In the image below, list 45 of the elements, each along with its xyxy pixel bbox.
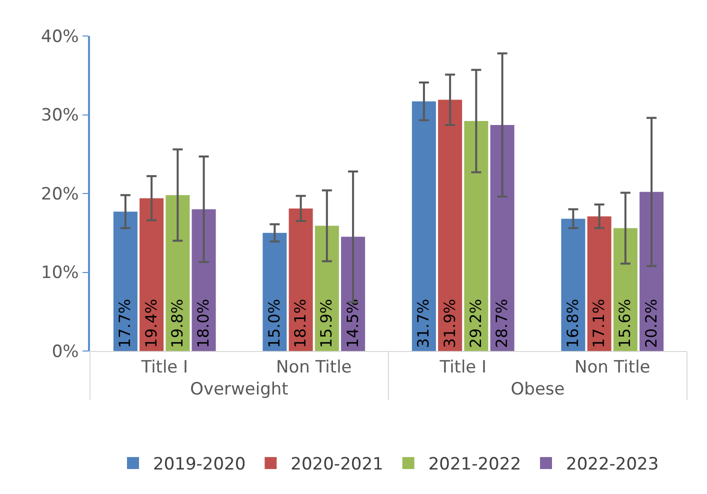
x-tick-label: Title I (140, 357, 188, 378)
data-label: 19.4% (142, 298, 160, 348)
data-label: 15.6% (616, 298, 634, 348)
bar (140, 198, 164, 351)
data-label: 31.9% (440, 298, 459, 348)
data-label: 17.7% (116, 298, 134, 348)
x-tick-label: Title I (438, 357, 487, 378)
bar (613, 228, 638, 351)
legend-label: 2020-2021 (290, 454, 384, 475)
legend-label: 2022-2023 (566, 454, 659, 475)
legend-label: 2019-2020 (153, 454, 246, 475)
text: Overweight (190, 379, 289, 400)
data-label: 14.5% (344, 298, 362, 348)
data-label: 28.7% (493, 298, 512, 348)
bar (288, 208, 313, 351)
bar (166, 195, 190, 351)
data-label: 17.1% (590, 298, 608, 348)
bar (113, 212, 138, 351)
data-label: 15.9% (318, 298, 336, 348)
bar (412, 101, 436, 351)
data-label: 31.7% (414, 298, 433, 348)
bar (640, 192, 664, 351)
bar (561, 218, 586, 351)
data-label: 29.2% (466, 298, 485, 348)
x-tick-label: Non Title (574, 357, 650, 378)
bar (464, 121, 488, 351)
data-label: 18.0% (194, 298, 213, 348)
y-tick-label: 20% (41, 184, 79, 204)
data-label: 16.8% (564, 298, 582, 348)
y-tick-label: 0% (52, 342, 79, 362)
x-tick-label: Non Title (276, 357, 352, 378)
data-label: 20.2% (642, 298, 660, 348)
bar (490, 124, 514, 351)
bar (262, 232, 287, 351)
y-tick-label: 10% (41, 263, 79, 284)
legend-label: 2021-2022 (428, 454, 522, 475)
data-label: 18.1% (292, 298, 310, 348)
data-label: 19.8% (168, 298, 186, 348)
y-tick-label: 30% (41, 106, 79, 126)
data-label: 15.0% (265, 298, 284, 348)
bar (314, 226, 339, 351)
bar (438, 100, 462, 351)
bar (587, 216, 612, 351)
text: Obese (510, 379, 565, 400)
y-tick-label: 40% (41, 26, 79, 47)
